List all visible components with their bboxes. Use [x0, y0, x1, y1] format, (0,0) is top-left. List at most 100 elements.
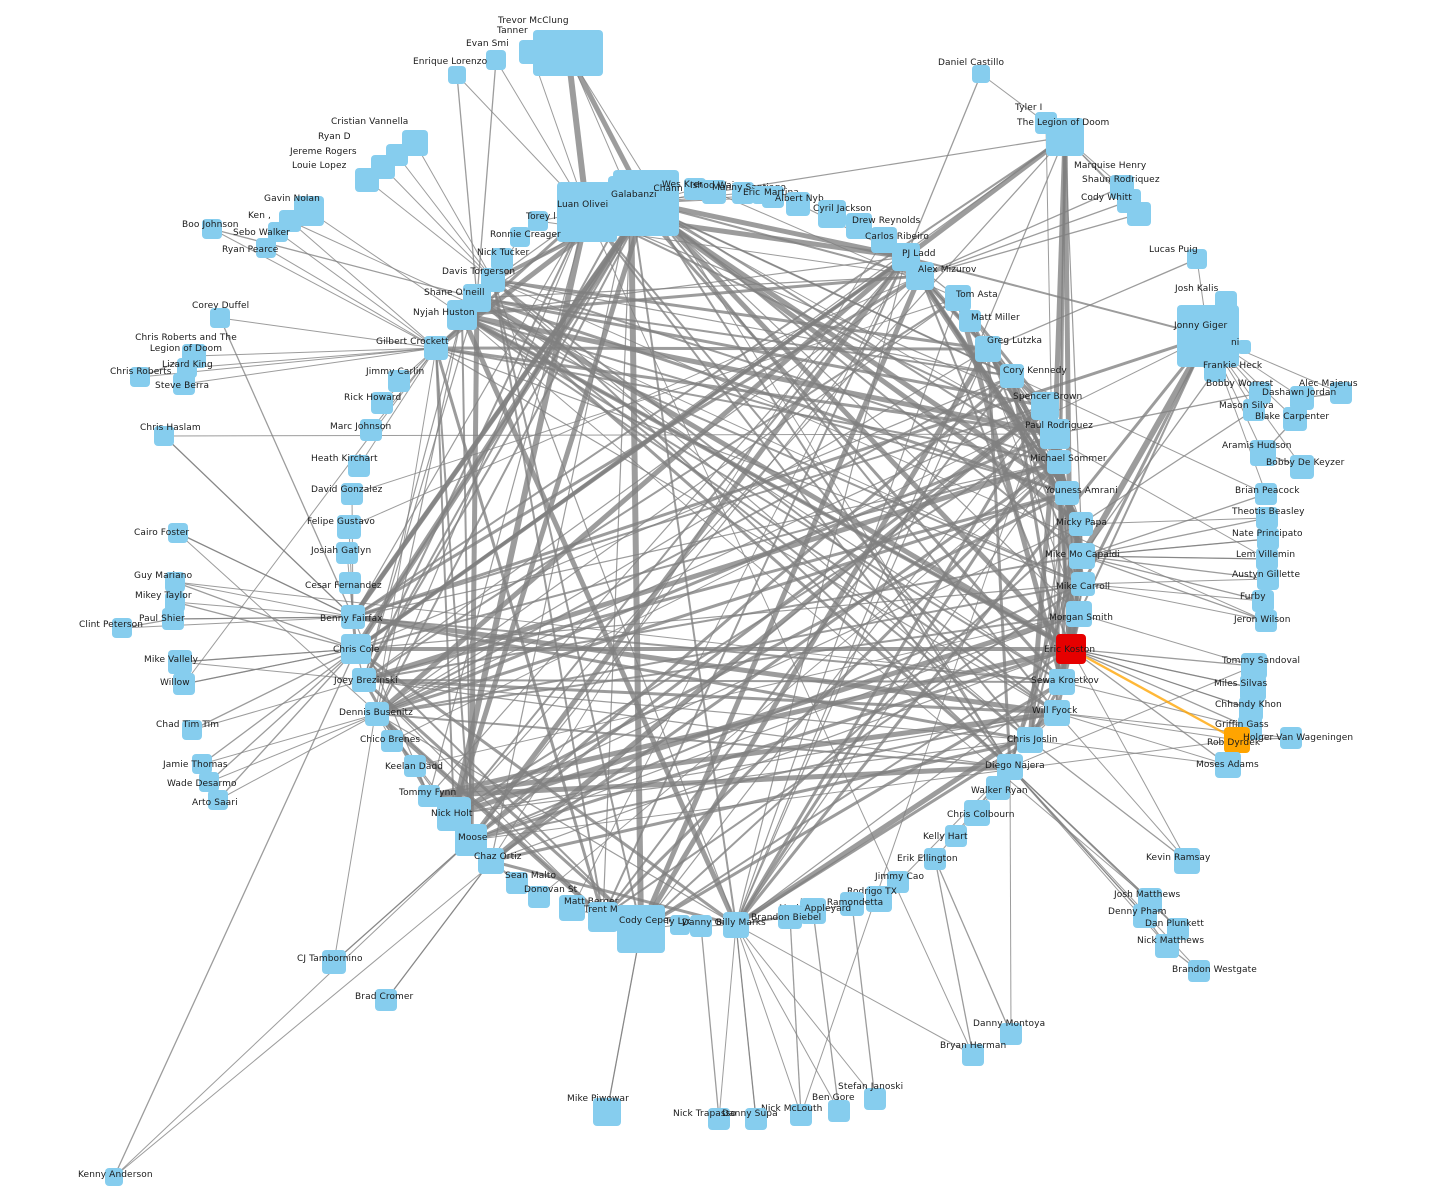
graph-node-austyn-gillette[interactable]	[1257, 568, 1279, 590]
graph-node-nick-tucker[interactable]	[491, 248, 513, 270]
graph-node-danny-supa[interactable]	[745, 1108, 767, 1130]
graph-node-blake-carpenter[interactable]	[1283, 407, 1307, 431]
graph-node-joey-brezinski[interactable]	[352, 668, 376, 692]
graph-node-corey-duffel[interactable]	[210, 308, 230, 328]
graph-node-alex-mizurov[interactable]	[906, 262, 934, 290]
graph-node-chad-tim-tim[interactable]	[182, 720, 202, 740]
graph-node-nate-principato[interactable]	[1257, 528, 1279, 550]
graph-node-cody-whitt[interactable]	[1127, 202, 1151, 226]
graph-node-jeron-wilson[interactable]	[1255, 610, 1277, 632]
graph-node-ryan-pearce[interactable]	[256, 238, 276, 258]
graph-node-chris-cole[interactable]	[341, 634, 371, 664]
graph-node-dennis-busenitz[interactable]	[365, 702, 389, 726]
graph-node-willow[interactable]	[173, 673, 195, 695]
graph-node-jamie-thomas[interactable]	[192, 754, 212, 774]
graph-node-theotis-beasley[interactable]	[1256, 507, 1278, 529]
graph-node-martina[interactable]	[762, 186, 784, 208]
graph-node-drew-reynolds[interactable]	[846, 213, 872, 239]
graph-node-kevin-ramsay[interactable]	[1174, 848, 1200, 874]
graph-node-sewa-kroetkov[interactable]	[1049, 669, 1075, 695]
graph-node-tommy-sandoval[interactable]	[1241, 653, 1267, 679]
graph-node-billy-marks[interactable]	[723, 912, 749, 938]
graph-node-lucas-puig[interactable]	[1187, 249, 1207, 269]
graph-node-chris-joslin[interactable]	[1017, 727, 1043, 753]
graph-node-cairo-foster[interactable]	[168, 523, 188, 543]
graph-node-daniel-castillo[interactable]	[972, 65, 990, 83]
graph-node-donovan-st[interactable]	[528, 886, 550, 908]
graph-node-paul-shier[interactable]	[162, 608, 184, 630]
graph-node-lem-villemin[interactable]	[1256, 548, 1278, 570]
graph-node-chris-haslam[interactable]	[154, 426, 174, 446]
graph-node-cody-cepeda[interactable]	[617, 905, 665, 953]
graph-node-greg-lutzka[interactable]	[975, 336, 1001, 362]
graph-node-mike-mo-capaldi[interactable]	[1069, 543, 1095, 569]
graph-node-wade-desarmo[interactable]	[199, 772, 219, 792]
graph-node-brian-peacock[interactable]	[1255, 483, 1277, 505]
graph-node-david-gonzalez[interactable]	[341, 483, 363, 505]
graph-node-ronnie-creager[interactable]	[510, 227, 530, 247]
graph-node-chico-brenes[interactable]	[381, 730, 403, 752]
graph-node-matt-miller[interactable]	[959, 310, 981, 332]
graph-node-brandon-biebel[interactable]	[778, 905, 802, 929]
graph-node-mike-piwowar[interactable]	[593, 1098, 621, 1126]
graph-node-luan-oliveira[interactable]	[557, 182, 617, 242]
graph-node-will-fyock[interactable]	[1044, 700, 1070, 726]
graph-node-miles-silvas[interactable]	[1240, 675, 1266, 701]
graph-node-mike-vallely[interactable]	[168, 650, 192, 674]
graph-node-keelan-dadd[interactable]	[404, 755, 426, 777]
graph-node-cesar-fernandez[interactable]	[339, 572, 361, 594]
graph-node-chris-roberts[interactable]	[130, 367, 150, 387]
graph-node-boo-johnson[interactable]	[202, 219, 222, 239]
graph-node-nick-mclouth[interactable]	[790, 1104, 812, 1126]
graph-node-stefan-janoski[interactable]	[864, 1088, 886, 1110]
graph-node-amrani-partial[interactable]	[1237, 340, 1251, 354]
graph-node-trevor-mcclung[interactable]	[533, 30, 603, 76]
graph-node-bobby-worrest[interactable]	[1249, 382, 1271, 404]
graph-node-sebo-walker[interactable]	[268, 222, 288, 242]
graph-node-eric-koston[interactable]	[1056, 634, 1086, 664]
graph-node-kenny-anderson[interactable]	[105, 1168, 123, 1186]
graph-node-kelly-hart[interactable]	[945, 825, 967, 847]
graph-node-evan-smith[interactable]	[486, 50, 506, 70]
graph-node-paul-rodriguez[interactable]	[1040, 419, 1070, 449]
graph-node-steve-berra[interactable]	[173, 373, 195, 395]
graph-node-jonny-giger[interactable]	[1177, 305, 1239, 367]
graph-node-nick-matthews[interactable]	[1155, 934, 1179, 958]
graph-node-gilbert-crockett[interactable]	[424, 336, 448, 360]
graph-node-louie-lopez[interactable]	[355, 168, 379, 192]
graph-node-diego-najera[interactable]	[997, 754, 1023, 780]
graph-node-jimmy-carlin[interactable]	[388, 370, 410, 392]
graph-node-mikey-taylor[interactable]	[165, 592, 185, 612]
graph-node-ben-gore[interactable]	[828, 1100, 850, 1122]
graph-node-galabanzi[interactable]	[608, 176, 654, 222]
graph-node-walker-ryan[interactable]	[986, 776, 1010, 800]
graph-node-michael-sommer[interactable]	[1047, 450, 1071, 474]
graph-node-tommy-fynn[interactable]	[418, 785, 440, 807]
graph-node-alec-majerus[interactable]	[1330, 382, 1352, 404]
graph-node-chaz-ortiz[interactable]	[478, 848, 504, 874]
graph-node-legion-of-doom[interactable]	[1046, 118, 1084, 156]
graph-node-danny-garcia[interactable]	[690, 915, 712, 937]
graph-node-denny-pham[interactable]	[1133, 904, 1157, 928]
graph-node-micky-papa[interactable]	[1069, 512, 1093, 536]
graph-node-enrique-lorenzo[interactable]	[448, 66, 466, 84]
graph-node-peter-ramondetta[interactable]	[840, 892, 864, 916]
graph-node-brandon-westgate[interactable]	[1188, 960, 1210, 982]
graph-node-mike-carroll[interactable]	[1071, 572, 1095, 596]
graph-node-arto-saari[interactable]	[208, 790, 228, 810]
graph-node-brad-cromer[interactable]	[375, 989, 397, 1011]
graph-node-cj-tambornino[interactable]	[322, 950, 346, 974]
graph-node-josiah-gatlyn[interactable]	[336, 542, 358, 564]
graph-node-manny-santiago[interactable]	[732, 182, 754, 204]
graph-node-wes-kremer[interactable]	[684, 178, 706, 200]
graph-node-albert-nyberg[interactable]	[786, 192, 810, 216]
graph-node-tom-asta[interactable]	[945, 285, 971, 311]
graph-node-furby[interactable]	[1252, 590, 1274, 612]
graph-node-mark-appleyard[interactable]	[800, 898, 826, 924]
graph-node-danny-montoya[interactable]	[1000, 1023, 1022, 1045]
graph-node-spencer-brown[interactable]	[1031, 392, 1059, 420]
graph-node-sean-malto[interactable]	[506, 872, 528, 894]
graph-node-rodrigo-tx[interactable]	[866, 886, 892, 912]
